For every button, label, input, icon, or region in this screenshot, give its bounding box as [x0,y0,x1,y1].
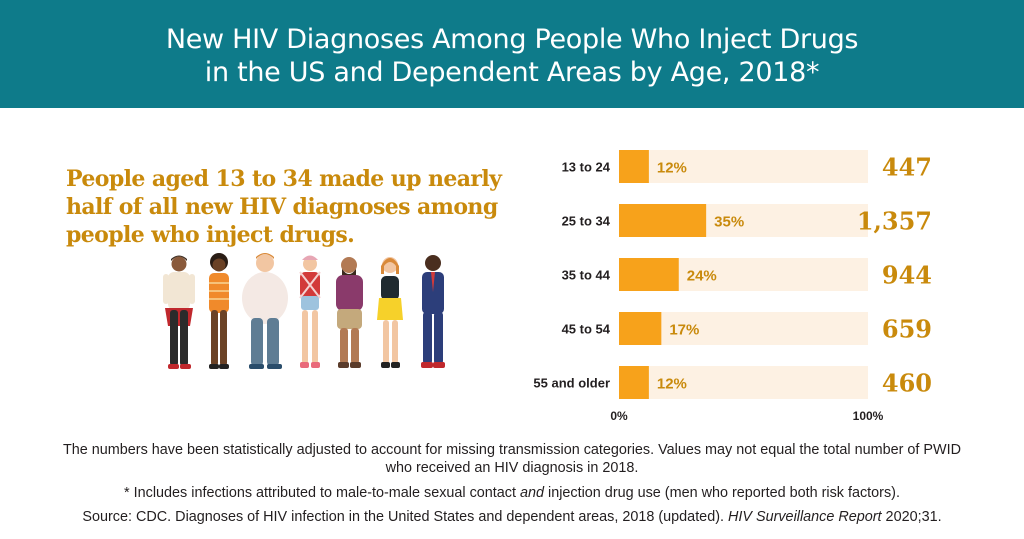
person-7-figure [421,255,445,368]
count-label: 659 [882,315,932,344]
callout-line-3: people who inject drugs. [66,222,355,248]
callout-line-2: half of all new HIV diagnoses among [66,194,498,220]
bar [619,150,649,183]
bar-track [619,366,868,399]
category-label: 25 to 34 [562,214,611,229]
bar [619,204,707,237]
percent-label: 17% [669,322,699,339]
x-tick-label: 100% [853,409,884,420]
category-label: 45 to 54 [562,322,611,337]
age-group-bar-chart: 13 to 24 12% 447 25 to 34 35% 1,357 35 to 44 24… [533,150,932,420]
bar-track [619,150,868,183]
chart-title-line-1: New HIV Diagnoses Among People Who Injec… [165,24,859,55]
count-label: 447 [882,153,932,182]
adjustment-note-line-2: who received an HIV diagnosis in 2018. [385,460,639,476]
source-journal: HIV Surveillance Report [727,509,882,525]
footnote-text-1: * Includes infections attributed to male… [124,485,520,501]
x-tick-label: 0% [610,409,628,420]
chart-title-line-2: in the US and Dependent Areas by Age, 20… [204,57,820,88]
asterisk-footnote: * Includes infections attributed to male… [0,484,1024,502]
person-3-figure [242,253,288,369]
category-label: 55 and older [533,376,610,391]
source-text-2: 2020;31. [881,509,942,525]
footnotes: The numbers have been statistically adju… [0,441,1024,532]
source-citation: Source: CDC. Diagnoses of HIV infection … [0,508,1024,526]
percent-label: 24% [687,268,717,285]
group-of-people-illustration [163,253,445,369]
category-label: 13 to 24 [562,160,611,175]
title-banner: New HIV Diagnoses Among People Who Injec… [0,0,1024,108]
bar [619,312,662,345]
count-label: 460 [882,369,932,398]
footnote-text-2: injection drug use (men who reported bot… [544,485,900,501]
callout-line-1: People aged 13 to 34 made up nearly [66,166,502,192]
percent-label: 12% [657,376,687,393]
person-1-figure [163,255,195,369]
footnote-emphasis: and [520,485,545,501]
person-2-figure [209,253,229,369]
key-finding-callout: People aged 13 to 34 made up nearly half… [66,165,502,249]
bar [619,366,649,399]
person-4-figure [299,255,321,368]
adjustment-note-line-1: The numbers have been statistically adju… [63,442,961,458]
category-label: 35 to 44 [562,268,611,283]
person-6-figure [377,257,403,368]
bar [619,258,679,291]
person-5-figure [336,257,363,368]
adjustment-note: The numbers have been statistically adju… [0,441,1024,477]
percent-label: 35% [714,214,744,231]
percent-label: 12% [657,160,687,177]
source-text-1: Source: CDC. Diagnoses of HIV infection … [82,509,728,525]
count-label: 944 [882,261,932,290]
count-label: 1,357 [857,207,932,236]
